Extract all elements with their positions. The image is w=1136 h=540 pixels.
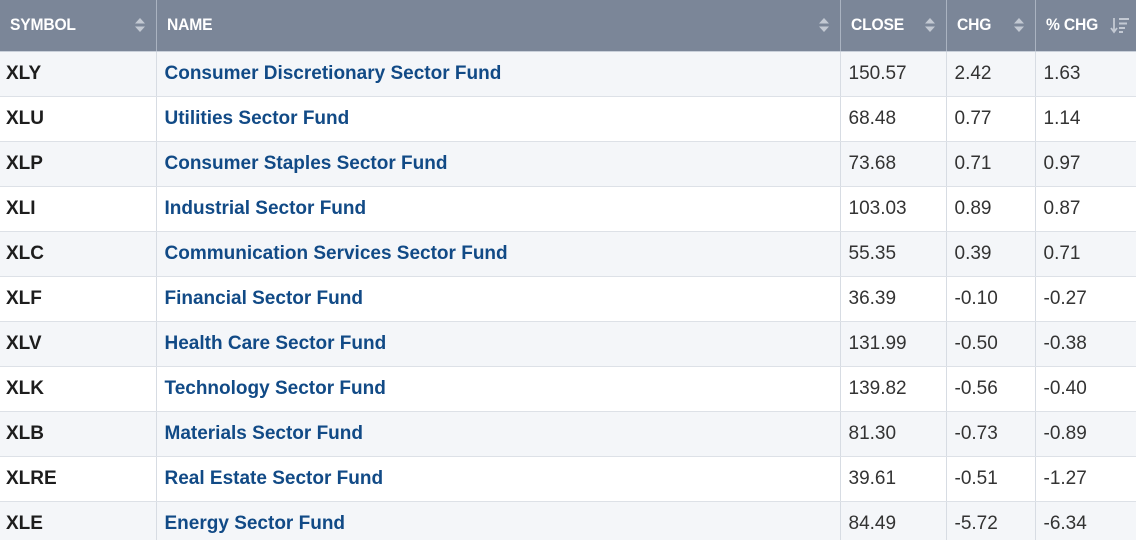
chg-cell: -0.51 (945, 456, 1035, 502)
fund-name-link[interactable]: Health Care Sector Fund (164, 332, 387, 354)
symbol-cell: XLRE (0, 456, 156, 502)
close-cell: 139.82 (839, 366, 946, 412)
sort-updown-icon[interactable] (1013, 17, 1025, 33)
table-row[interactable]: XLI Industrial Sector Fund 103.03 0.89 0.87 (0, 186, 1136, 232)
fund-name-link[interactable]: Financial Sector Fund (164, 287, 363, 309)
pct-chg-cell: 1.14 (1034, 96, 1136, 142)
symbol-cell: XLK (0, 366, 156, 412)
close-cell: 36.39 (839, 276, 946, 322)
close-cell: 81.30 (839, 411, 946, 457)
column-header-pct-chg[interactable]: % CHG (1034, 0, 1136, 52)
pct-chg-cell: -0.89 (1034, 411, 1136, 457)
chg-cell: -0.56 (945, 366, 1035, 412)
table-body: XLY Consumer Discretionary Sector Fund 150… (0, 51, 1136, 540)
column-header-close[interactable]: CLOSE (839, 0, 946, 52)
symbol-cell: XLB (0, 411, 156, 457)
column-header-name[interactable]: NAME (155, 0, 840, 52)
symbol-cell: XLP (0, 141, 156, 187)
table-row[interactable]: XLP Consumer Staples Sector Fund 73.68 0.71… (0, 141, 1136, 187)
name-cell: Communication Services Sector Fund (155, 231, 840, 277)
table-header: SYMBOL NAME CLOSE CHG (0, 0, 1136, 52)
pct-chg-cell: 1.63 (1034, 51, 1136, 97)
table-row[interactable]: XLB Materials Sector Fund 81.30 -0.73 -0.89 (0, 411, 1136, 457)
fund-name-link[interactable]: Communication Services Sector Fund (164, 242, 508, 264)
name-cell: Technology Sector Fund (155, 366, 840, 412)
fund-name-link[interactable]: Consumer Discretionary Sector Fund (164, 62, 502, 84)
symbol-cell: XLV (0, 321, 156, 367)
chg-cell: -5.72 (945, 501, 1035, 540)
column-header-label: NAME (166, 15, 213, 35)
pct-chg-cell: -0.38 (1034, 321, 1136, 367)
symbol-cell: XLC (0, 231, 156, 277)
name-cell: Consumer Discretionary Sector Fund (155, 51, 840, 97)
sort-descending-icon[interactable] (1110, 16, 1130, 34)
table-row[interactable]: XLC Communication Services Sector Fund 55.… (0, 231, 1136, 277)
name-cell: Health Care Sector Fund (155, 321, 840, 367)
pct-chg-cell: -1.27 (1034, 456, 1136, 502)
name-cell: Consumer Staples Sector Fund (155, 141, 840, 187)
pct-chg-cell: -6.34 (1034, 501, 1136, 540)
pct-chg-cell: 0.87 (1034, 186, 1136, 232)
name-cell: Financial Sector Fund (155, 276, 840, 322)
column-header-label: % CHG (1045, 15, 1098, 35)
chg-cell: -0.50 (945, 321, 1035, 367)
name-cell: Industrial Sector Fund (155, 186, 840, 232)
column-header-label: SYMBOL (10, 15, 76, 35)
symbol-cell: XLE (0, 501, 156, 540)
pct-chg-cell: 0.97 (1034, 141, 1136, 187)
name-cell: Materials Sector Fund (155, 411, 840, 457)
header-row: SYMBOL NAME CLOSE CHG (0, 0, 1136, 52)
chg-cell: -0.73 (945, 411, 1035, 457)
chg-cell: 0.89 (945, 186, 1035, 232)
close-cell: 39.61 (839, 456, 946, 502)
column-header-label: CLOSE (850, 15, 904, 35)
table-row[interactable]: XLU Utilities Sector Fund 68.48 0.77 1.14 (0, 96, 1136, 142)
table-row[interactable]: XLE Energy Sector Fund 84.49 -5.72 -6.34 (0, 501, 1136, 540)
table-row[interactable]: XLK Technology Sector Fund 139.82 -0.56 -0.4… (0, 366, 1136, 412)
table-row[interactable]: XLRE Real Estate Sector Fund 39.61 -0.51 -1.… (0, 456, 1136, 502)
fund-name-link[interactable]: Industrial Sector Fund (164, 197, 367, 219)
chg-cell: -0.10 (945, 276, 1035, 322)
close-cell: 131.99 (839, 321, 946, 367)
close-cell: 68.48 (839, 96, 946, 142)
fund-name-link[interactable]: Materials Sector Fund (164, 422, 364, 444)
close-cell: 150.57 (839, 51, 946, 97)
sort-updown-icon[interactable] (818, 17, 830, 33)
column-header-symbol[interactable]: SYMBOL (0, 0, 156, 52)
fund-name-link[interactable]: Energy Sector Fund (164, 512, 346, 534)
close-cell: 84.49 (839, 501, 946, 540)
symbol-cell: XLU (0, 96, 156, 142)
chg-cell: 2.42 (945, 51, 1035, 97)
fund-name-link[interactable]: Real Estate Sector Fund (164, 467, 384, 489)
symbol-cell: XLF (0, 276, 156, 322)
fund-name-link[interactable]: Technology Sector Fund (164, 377, 386, 399)
table-row[interactable]: XLV Health Care Sector Fund 131.99 -0.50 -0.… (0, 321, 1136, 367)
close-cell: 73.68 (839, 141, 946, 187)
close-cell: 103.03 (839, 186, 946, 232)
pct-chg-cell: 0.71 (1034, 231, 1136, 277)
fund-name-link[interactable]: Utilities Sector Fund (164, 107, 350, 129)
pct-chg-cell: -0.40 (1034, 366, 1136, 412)
close-cell: 55.35 (839, 231, 946, 277)
sort-updown-icon[interactable] (924, 17, 936, 33)
name-cell: Utilities Sector Fund (155, 96, 840, 142)
column-header-label: CHG (956, 15, 991, 35)
chg-cell: 0.39 (945, 231, 1035, 277)
name-cell: Real Estate Sector Fund (155, 456, 840, 502)
pct-chg-cell: -0.27 (1034, 276, 1136, 322)
chg-cell: 0.77 (945, 96, 1035, 142)
table-row[interactable]: XLY Consumer Discretionary Sector Fund 150… (0, 51, 1136, 97)
symbol-cell: XLI (0, 186, 156, 232)
name-cell: Energy Sector Fund (155, 501, 840, 540)
sort-updown-icon[interactable] (134, 17, 146, 33)
table-row[interactable]: XLF Financial Sector Fund 36.39 -0.10 -0.27 (0, 276, 1136, 322)
chg-cell: 0.71 (945, 141, 1035, 187)
column-header-chg[interactable]: CHG (945, 0, 1035, 52)
symbol-cell: XLY (0, 51, 156, 97)
fund-name-link[interactable]: Consumer Staples Sector Fund (164, 152, 448, 174)
